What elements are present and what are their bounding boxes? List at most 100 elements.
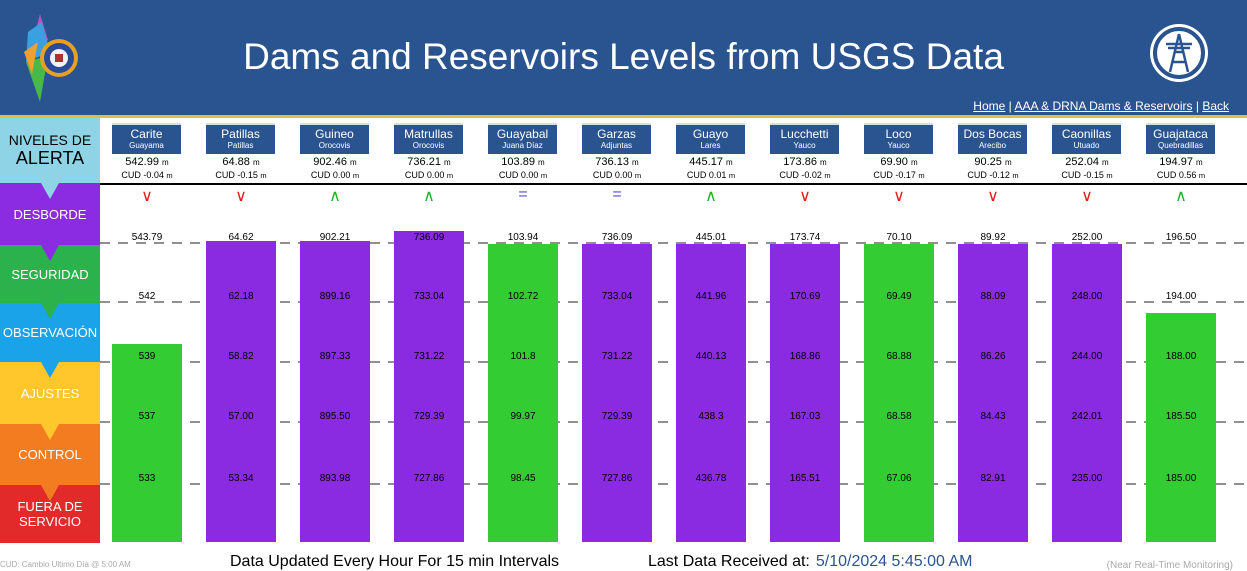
level-unit: m bbox=[726, 158, 733, 167]
cud-unit: m bbox=[352, 171, 360, 180]
reservoir-cud: CUD -0.17 m bbox=[852, 170, 946, 181]
reservoir-cud: CUD -0.02 m bbox=[758, 170, 852, 181]
cud-value: CUD -0.12 bbox=[967, 170, 1010, 180]
reservoir-level: 64.88 m bbox=[194, 157, 288, 168]
threshold-label: 235.00 bbox=[1072, 473, 1103, 484]
reservoir-cud: CUD -0.15 m bbox=[194, 170, 288, 181]
threshold-label: 188.00 bbox=[1166, 351, 1197, 362]
level-label: AJUSTES bbox=[20, 385, 80, 401]
threshold-label: 533 bbox=[139, 473, 156, 484]
reservoir-cud: CUD 0.56 m bbox=[1134, 170, 1228, 181]
threshold-label: 99.97 bbox=[510, 411, 535, 422]
threshold-label: 539 bbox=[139, 351, 156, 362]
reservoir-caonillas-header[interactable]: Caonillas Utuado bbox=[1052, 123, 1121, 154]
cud-unit: m bbox=[634, 171, 642, 180]
cud-unit: m bbox=[166, 171, 173, 180]
level-arrow-icon bbox=[41, 424, 59, 440]
reservoir-cud: CUD -0.12 m bbox=[946, 170, 1040, 181]
threshold-label: 436.78 bbox=[696, 473, 727, 484]
level-arrow-icon bbox=[41, 245, 59, 261]
threshold-label: 729.39 bbox=[602, 411, 633, 422]
threshold-label: 89.92 bbox=[980, 232, 1005, 243]
monitoring-note: (Near Real-Time Monitoring) bbox=[1106, 560, 1233, 571]
reservoir-bar-guayabal bbox=[488, 244, 558, 542]
power-tower-logo bbox=[1148, 22, 1210, 84]
last-data-received: Last Data Received at: 5/10/2024 5:45:00 … bbox=[648, 553, 972, 571]
cud-unit: m bbox=[446, 171, 454, 180]
reservoir-level: 194.97 m bbox=[1134, 157, 1228, 168]
level-unit: m bbox=[538, 158, 545, 167]
threshold-label: 67.06 bbox=[886, 473, 911, 484]
reservoir-bar-carite bbox=[112, 344, 182, 542]
header-nav: Home | AAA & DRNA Dams & Reservoirs | Ba… bbox=[973, 99, 1229, 113]
reservoir-carite-header[interactable]: Carite Guayama bbox=[112, 123, 181, 154]
threshold-label: 542 bbox=[139, 291, 156, 302]
reservoir-guineo-header[interactable]: Guineo Orocovis bbox=[300, 123, 369, 154]
level-arrow-icon bbox=[41, 303, 59, 319]
cud-value: CUD 0.00 bbox=[310, 170, 351, 180]
threshold-label: 101.8 bbox=[510, 351, 535, 362]
cud-value: CUD 0.56 bbox=[1156, 170, 1197, 180]
reservoir-matrullas-header[interactable]: Matrullas Orocovis bbox=[394, 123, 463, 154]
threshold-label: 736.09 bbox=[602, 232, 633, 243]
reservoir-location: Guayama bbox=[129, 141, 164, 150]
level-unit: m bbox=[162, 158, 169, 167]
home-link[interactable]: Home bbox=[973, 99, 1006, 113]
threshold-label: 70.10 bbox=[886, 232, 911, 243]
level-value: 736.13 bbox=[595, 156, 629, 168]
level-desborde: DESBORDE bbox=[0, 183, 100, 245]
level-value: 542.99 bbox=[125, 156, 159, 168]
reservoir-lucchetti-header[interactable]: Lucchetti Yauco bbox=[770, 123, 839, 154]
reservoir-bar-guineo bbox=[300, 241, 370, 542]
reservoir-location: Utuado bbox=[1073, 141, 1100, 150]
level-arrow-icon bbox=[41, 362, 59, 378]
cud-unit: m bbox=[1198, 171, 1206, 180]
level-value: 902.46 bbox=[313, 156, 347, 168]
threshold-label: 736.09 bbox=[414, 232, 445, 243]
cud-value: CUD 0.00 bbox=[404, 170, 445, 180]
alert-levels-title: NIVELES DE ALERTA bbox=[0, 118, 100, 183]
reservoir-location: Juana Díaz bbox=[502, 141, 543, 150]
reservoir-cud: CUD 0.00 m bbox=[382, 170, 476, 181]
threshold-label: 196.50 bbox=[1166, 232, 1197, 243]
threshold-label: 173.74 bbox=[790, 232, 821, 243]
threshold-label: 168.86 bbox=[790, 351, 821, 362]
last-data-time: 5/10/2024 5:45:00 AM bbox=[815, 553, 973, 570]
reservoir-bar-matrullas bbox=[394, 231, 464, 542]
level-unit: m bbox=[350, 158, 357, 167]
reservoir-garzas-header[interactable]: Garzas Adjuntas bbox=[582, 123, 651, 154]
threshold-label: 438.3 bbox=[698, 411, 723, 422]
threshold-label: 899.16 bbox=[320, 291, 351, 302]
dams-reservoirs-link[interactable]: AAA & DRNA Dams & Reservoirs bbox=[1014, 99, 1193, 113]
threshold-label: 733.04 bbox=[414, 291, 445, 302]
reservoir-guayabal-header[interactable]: Guayabal Juana Díaz bbox=[488, 123, 557, 154]
reservoir-location: Yauco bbox=[887, 141, 910, 150]
reservoir-guajataca-header[interactable]: Guajataca Quebradillas bbox=[1146, 123, 1215, 154]
reservoir-bar-dos-bocas bbox=[958, 244, 1028, 542]
reservoir-cud: CUD 0.00 m bbox=[288, 170, 382, 181]
reservoir-guayo-header[interactable]: Guayo Lares bbox=[676, 123, 745, 154]
reservoir-patillas-header[interactable]: Patillas Patillas bbox=[206, 123, 275, 154]
reservoir-cud: CUD -0.04 m bbox=[100, 170, 194, 181]
back-link[interactable]: Back bbox=[1202, 99, 1229, 113]
threshold-label: 58.82 bbox=[228, 351, 253, 362]
cud-value: CUD -0.04 bbox=[121, 170, 164, 180]
threshold-label: 731.22 bbox=[602, 351, 633, 362]
level-value: 736.21 bbox=[407, 156, 441, 168]
threshold-label: 86.26 bbox=[980, 351, 1005, 362]
level-observación: OBSERVACIÓN bbox=[0, 303, 100, 362]
reservoir-name: Caonillas bbox=[1061, 127, 1112, 141]
reservoir-location: Adjuntas bbox=[600, 141, 633, 150]
cud-unit: m bbox=[1106, 171, 1113, 180]
threshold-label: 185.00 bbox=[1166, 473, 1197, 484]
reservoir-loco-header[interactable]: Loco Yauco bbox=[864, 123, 933, 154]
trend-up-icon: ∧ bbox=[1175, 188, 1187, 205]
last-data-label: Last Data Received at: bbox=[648, 553, 810, 570]
reservoir-dos-bocas-header[interactable]: Dos Bocas Arecibo bbox=[958, 123, 1027, 154]
cud-value: CUD 0.00 bbox=[592, 170, 633, 180]
trend-down-icon: ∨ bbox=[235, 188, 247, 205]
cud-unit: m bbox=[728, 171, 736, 180]
level-unit: m bbox=[910, 158, 918, 167]
level-label: OBSERVACIÓN bbox=[2, 325, 98, 340]
update-frequency: Data Updated Every Hour For 15 min Inter… bbox=[230, 553, 560, 570]
